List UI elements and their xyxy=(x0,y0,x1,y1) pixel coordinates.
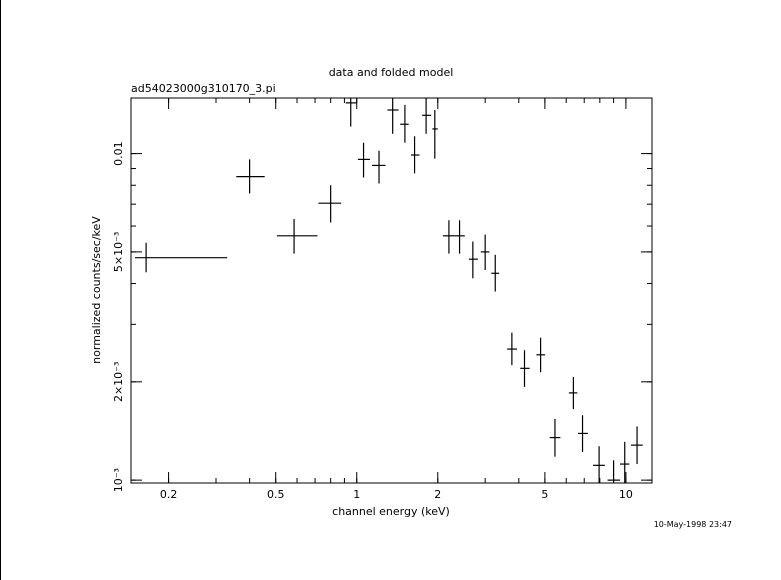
y-tick-labels: 10⁻³ 2×10⁻³ 5×10⁻³ 0.01 xyxy=(112,141,125,492)
data-point xyxy=(468,241,478,279)
data-point xyxy=(480,234,490,271)
data-point xyxy=(549,418,561,457)
data-point xyxy=(372,150,386,184)
x-tick-label: 0.2 xyxy=(160,488,178,501)
y-tick-label: 0.01 xyxy=(112,141,125,166)
x-tick-label: 1 xyxy=(353,488,360,501)
data-point xyxy=(318,185,342,223)
x-axis-ticks xyxy=(168,98,627,483)
data-point xyxy=(536,337,546,373)
data-point xyxy=(134,242,228,273)
data-point xyxy=(607,460,621,483)
data-point xyxy=(345,98,357,127)
timestamp: 10-May-1998 23:47 xyxy=(654,520,732,529)
x-tick-label: 10 xyxy=(619,488,633,501)
window-edge xyxy=(0,0,1,580)
data-point xyxy=(422,98,432,134)
y-tick-label: 10⁻³ xyxy=(112,468,125,492)
x-tick-label: 0.5 xyxy=(267,488,285,501)
data-points xyxy=(134,98,643,483)
data-point xyxy=(442,220,455,254)
data-point xyxy=(631,426,643,465)
chart-title: data and folded model xyxy=(329,66,454,79)
y-axis-label: normalized counts/sec/keV xyxy=(90,216,103,364)
data-point xyxy=(357,142,370,178)
y-tick-label: 5×10⁻³ xyxy=(112,232,125,272)
chart-subtitle: ad54023000g310170_3.pi xyxy=(131,82,276,95)
data-point xyxy=(593,446,605,483)
data-point xyxy=(236,159,265,194)
data-point xyxy=(578,415,588,452)
y-tick-label: 2×10⁻³ xyxy=(112,362,125,402)
data-point xyxy=(400,104,409,143)
data-point xyxy=(387,98,399,134)
data-point xyxy=(454,220,465,254)
y-axis-ticks xyxy=(131,153,652,481)
data-point xyxy=(276,219,318,254)
x-tick-label: 5 xyxy=(541,488,548,501)
data-point xyxy=(410,136,420,174)
data-point xyxy=(520,350,530,387)
data-point xyxy=(432,109,438,159)
x-tick-label: 2 xyxy=(434,488,441,501)
data-point xyxy=(568,376,578,410)
x-axis-label: channel energy (keV) xyxy=(332,505,450,518)
plot-frame xyxy=(130,97,653,484)
data-point xyxy=(507,332,518,366)
data-point xyxy=(620,441,630,483)
x-tick-labels: 0.2 0.5 1 2 5 10 xyxy=(160,488,633,501)
data-point xyxy=(491,254,500,292)
